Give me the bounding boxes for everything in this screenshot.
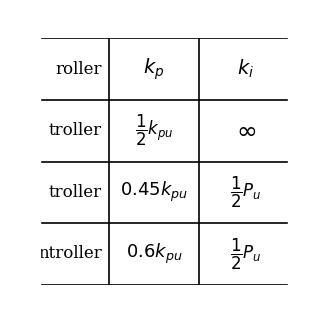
- Text: ntroller: ntroller: [38, 245, 102, 262]
- Text: $\dfrac{1}{2}P_u$: $\dfrac{1}{2}P_u$: [230, 236, 262, 272]
- Text: troller: troller: [49, 122, 102, 139]
- Text: roller: roller: [55, 61, 102, 78]
- Text: $0.6k_{pu}$: $0.6k_{pu}$: [126, 242, 182, 266]
- Bar: [288, 14, 320, 309]
- Text: $\dfrac{1}{2}P_u$: $\dfrac{1}{2}P_u$: [230, 175, 262, 210]
- Text: troller: troller: [49, 184, 102, 201]
- Bar: [0, 14, 40, 309]
- Text: $k_p$: $k_p$: [143, 56, 165, 82]
- Text: $\dfrac{1}{2}k_{pu}$: $\dfrac{1}{2}k_{pu}$: [135, 113, 173, 148]
- Text: $0.45k_{pu}$: $0.45k_{pu}$: [120, 180, 188, 204]
- Text: $\infty$: $\infty$: [236, 119, 256, 143]
- Text: $k_i$: $k_i$: [237, 58, 254, 80]
